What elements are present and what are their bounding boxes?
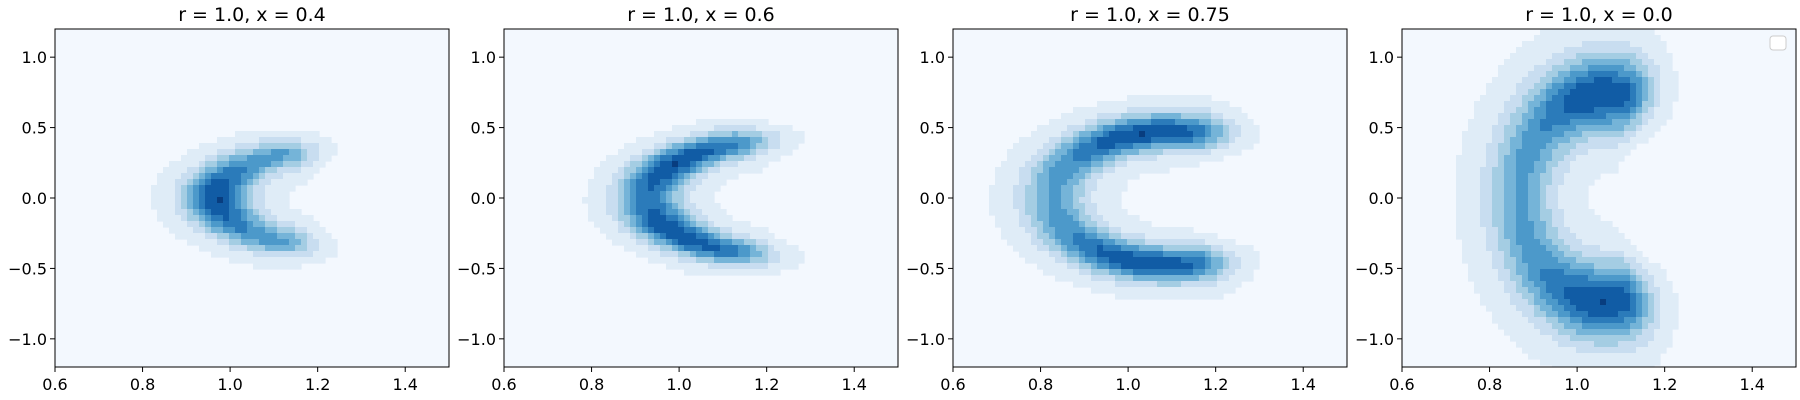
panel-title: r = 1.0, x = 0.4: [178, 4, 326, 26]
x-tick-label: 0.8: [130, 375, 155, 394]
x-tick-label: 0.6: [940, 375, 965, 394]
x-tick-label: 1.0: [666, 375, 691, 394]
legend-box: [1769, 35, 1787, 51]
y-tick-label: 0.5: [920, 119, 945, 138]
x-tick-label: 1.4: [841, 375, 866, 394]
y-tick-label: −1.0: [8, 330, 47, 349]
x-tick-label: 1.4: [392, 375, 417, 394]
x-tick-label: 1.4: [1739, 375, 1764, 394]
y-tick-label: 1.0: [22, 48, 47, 67]
x-tick-label: 1.2: [1652, 375, 1677, 394]
panel-4: r = 1.0, x = 0.0 0.6 0.8 1.0 1.2 1.4 −1.0 −0.5 0…: [1355, 4, 1797, 394]
x-tick-label: 0.6: [491, 375, 516, 394]
y-tick-label: 0.0: [22, 189, 47, 208]
y-tick-label: 0.0: [1369, 189, 1394, 208]
density-field: [504, 29, 898, 367]
panel-title: r = 1.0, x = 0.75: [1070, 4, 1230, 26]
y-tick-label: 0.5: [22, 119, 47, 138]
x-tick-label: 1.2: [305, 375, 330, 394]
x-tick-label: 1.2: [1203, 375, 1228, 394]
y-tick-label: 0.5: [1369, 119, 1394, 138]
x-tick-label: 0.8: [579, 375, 604, 394]
y-tick-label: −1.0: [1355, 330, 1394, 349]
panel-2: r = 1.0, x = 0.6 0.6 0.8 1.0 1.2 1.4 −1.0 −0.5 0…: [457, 4, 899, 394]
y-tick-label: 1.0: [471, 48, 496, 67]
x-tick-label: 0.6: [42, 375, 67, 394]
panel-1: r = 1.0, x = 0.4 0.6 0.8 1.0 1.2 1.4 −1.0 −0.5 0…: [8, 4, 450, 394]
x-tick-label: 1.4: [1290, 375, 1315, 394]
x-tick-label: 1.2: [754, 375, 779, 394]
x-tick-label: 1.0: [1115, 375, 1140, 394]
x-tick-label: 1.0: [1564, 375, 1589, 394]
y-tick-label: 0.0: [920, 189, 945, 208]
y-tick-label: −1.0: [457, 330, 496, 349]
panel-3: r = 1.0, x = 0.75 0.6 0.8 1.0 1.2 1.4 −1.0 −0.5…: [906, 4, 1348, 394]
y-tick-label: −0.5: [1355, 259, 1394, 278]
density-field: [55, 29, 449, 367]
y-tick-label: −1.0: [906, 330, 945, 349]
y-tick-label: −0.5: [906, 259, 945, 278]
y-tick-label: 0.0: [471, 189, 496, 208]
density-field: [953, 29, 1347, 367]
y-tick-label: 0.5: [471, 119, 496, 138]
y-tick-label: 1.0: [920, 48, 945, 67]
x-tick-label: 0.6: [1389, 375, 1414, 394]
x-tick-label: 0.8: [1477, 375, 1502, 394]
y-tick-label: −0.5: [8, 259, 47, 278]
y-tick-label: −0.5: [457, 259, 496, 278]
panel-title: r = 1.0, x = 0.6: [627, 4, 775, 26]
panel-title: r = 1.0, x = 0.0: [1525, 4, 1673, 26]
x-tick-label: 1.0: [217, 375, 242, 394]
y-tick-label: 1.0: [1369, 48, 1394, 67]
x-tick-label: 0.8: [1028, 375, 1053, 394]
density-field: [1402, 29, 1796, 367]
